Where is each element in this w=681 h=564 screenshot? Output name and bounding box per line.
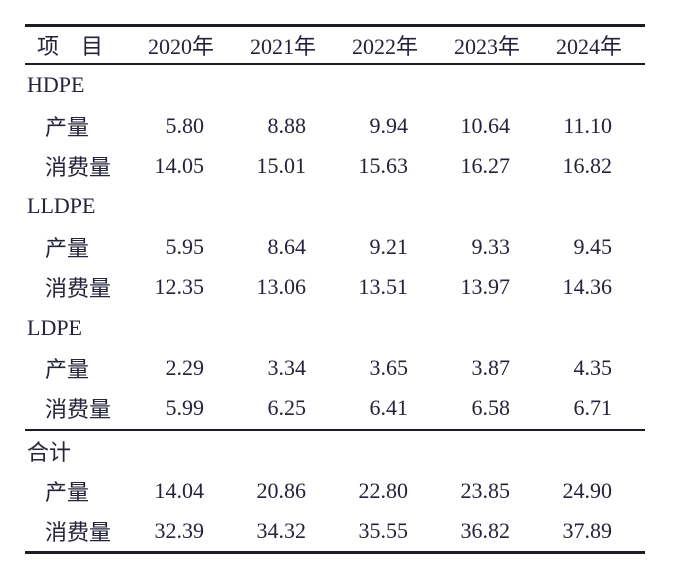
value-2024: 4.35 — [573, 354, 613, 380]
value-2023: 3.87 — [471, 354, 511, 380]
value-2022: 6.41 — [369, 395, 409, 421]
column-header-year-2023: 2023年 — [453, 34, 520, 59]
value-2021: 8.88 — [267, 112, 307, 138]
value-2020: 2.29 — [165, 354, 205, 380]
value-2022: 9.94 — [369, 112, 409, 138]
value-2021: 6.25 — [267, 395, 307, 421]
value-2023: 36.82 — [460, 517, 511, 543]
table-row-hdpe-production: 产量 5.80 8.88 9.94 10.64 11.10 — [25, 105, 645, 145]
row-label: 消费量 — [45, 519, 112, 545]
value-2024: 6.71 — [573, 395, 613, 421]
column-header-year-2022: 2022年 — [351, 34, 418, 59]
table-row-total-consumption: 消费量 32.39 34.32 35.55 36.82 37.89 — [25, 511, 645, 551]
value-2023: 16.27 — [460, 152, 511, 178]
value-2021: 13.06 — [256, 274, 307, 300]
value-2020: 5.95 — [165, 233, 205, 259]
value-2022: 9.21 — [369, 233, 409, 259]
total-divider-rule — [25, 428, 645, 431]
value-2021: 8.64 — [267, 233, 307, 259]
table-row-ldpe-consumption: 消费量 5.99 6.25 6.41 6.58 6.71 — [25, 388, 645, 428]
value-2022: 35.55 — [358, 517, 409, 543]
value-2020: 14.04 — [154, 477, 205, 503]
section-label: LLDPE — [27, 193, 96, 219]
row-label: 产量 — [45, 114, 90, 140]
value-2024: 11.10 — [563, 112, 612, 138]
value-2022: 22.80 — [358, 477, 409, 503]
section-header-total: 合计 — [25, 431, 645, 471]
value-2023: 23.85 — [460, 477, 511, 503]
section-label: LDPE — [27, 314, 82, 340]
column-header-item: 项 目 — [37, 34, 104, 59]
section-header-hdpe: HDPE — [25, 65, 645, 105]
table-row-ldpe-production: 产量 2.29 3.34 3.65 3.87 4.35 — [25, 348, 645, 388]
value-2023: 10.64 — [460, 112, 511, 138]
pe-production-consumption-table: 项 目 2020年 2021年 2022年 2023年 2024年 HDPE 产… — [25, 24, 645, 554]
value-2024: 37.89 — [562, 517, 613, 543]
row-label: 产量 — [45, 479, 90, 505]
value-2024: 24.90 — [562, 477, 613, 503]
value-2022: 3.65 — [369, 354, 409, 380]
value-2021: 15.01 — [256, 152, 307, 178]
row-label: 产量 — [45, 356, 90, 382]
column-header-year-2020: 2020年 — [147, 34, 214, 59]
row-label: 消费量 — [45, 276, 112, 302]
section-header-ldpe: LDPE — [25, 307, 645, 347]
value-2023: 13.97 — [460, 274, 511, 300]
table-row-total-production: 产量 14.04 20.86 22.80 23.85 24.90 — [25, 471, 645, 511]
table-top-rule — [25, 24, 645, 27]
value-2022: 13.51 — [358, 274, 409, 300]
value-2021: 20.86 — [256, 477, 307, 503]
table-row-lldpe-consumption: 消费量 12.35 13.06 13.51 13.97 14.36 — [25, 267, 645, 307]
table-header-row: 项 目 2020年 2021年 2022年 2023年 2024年 — [25, 27, 645, 63]
value-2020: 32.39 — [154, 517, 205, 543]
table-row-lldpe-production: 产量 5.95 8.64 9.21 9.33 9.45 — [25, 227, 645, 267]
value-2021: 3.34 — [267, 354, 307, 380]
column-header-year-2021: 2021年 — [249, 34, 316, 59]
table-bottom-rule — [25, 550, 645, 554]
table-row-hdpe-consumption: 消费量 14.05 15.01 15.63 16.27 16.82 — [25, 146, 645, 186]
value-2021: 34.32 — [256, 517, 307, 543]
value-2023: 6.58 — [471, 395, 511, 421]
row-label: 产量 — [45, 235, 90, 261]
value-2024: 16.82 — [562, 152, 613, 178]
value-2020: 5.99 — [165, 395, 205, 421]
row-label: 消费量 — [45, 154, 112, 180]
value-2024: 9.45 — [573, 233, 613, 259]
row-label: 消费量 — [45, 397, 112, 423]
value-2022: 15.63 — [358, 152, 409, 178]
column-header-year-2024: 2024年 — [555, 34, 622, 59]
value-2020: 12.35 — [154, 274, 205, 300]
value-2024: 14.36 — [562, 274, 613, 300]
section-label: HDPE — [27, 72, 85, 98]
header-divider-rule — [25, 63, 645, 65]
section-header-lldpe: LLDPE — [25, 186, 645, 226]
value-2020: 14.05 — [154, 152, 205, 178]
section-label: 合计 — [27, 439, 72, 465]
value-2020: 5.80 — [165, 112, 205, 138]
value-2023: 9.33 — [471, 233, 511, 259]
